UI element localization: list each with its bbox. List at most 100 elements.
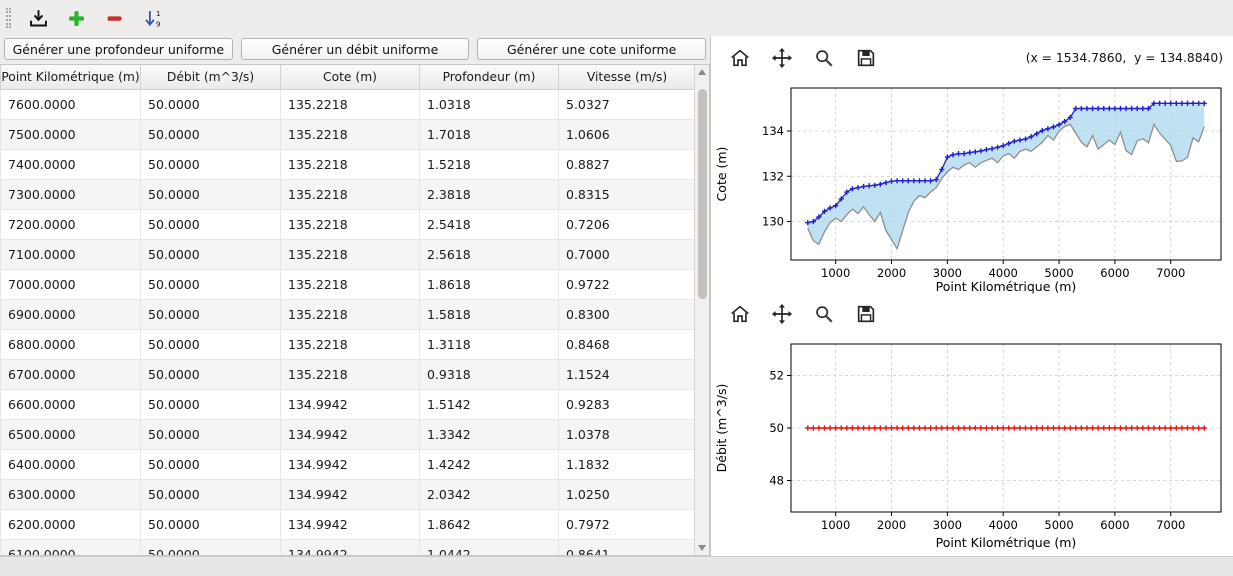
table-cell[interactable]: 0.7000 xyxy=(558,239,695,270)
table-cell[interactable]: 1.0442 xyxy=(419,539,559,555)
table-cell[interactable]: 6800.0000 xyxy=(0,329,141,360)
table-cell[interactable]: 6600.0000 xyxy=(0,389,141,420)
table-cell[interactable]: 0.9283 xyxy=(558,389,695,420)
table-cell[interactable]: 6700.0000 xyxy=(0,359,141,390)
table-row[interactable]: 7200.0000 50.0000 135.2218 2.5418 0.7206 xyxy=(0,209,695,240)
table-cell[interactable]: 135.2218 xyxy=(280,119,420,150)
table-cell[interactable]: 50.0000 xyxy=(140,209,281,240)
table-cell[interactable]: 2.3818 xyxy=(419,179,559,210)
table-cell[interactable]: 1.1832 xyxy=(558,449,695,480)
table-cell[interactable]: 134.9942 xyxy=(280,419,420,450)
column-header[interactable]: Cote (m) xyxy=(280,65,420,90)
table-cell[interactable]: 1.5818 xyxy=(419,299,559,330)
table-cell[interactable]: 7400.0000 xyxy=(0,149,141,180)
table-cell[interactable]: 1.7018 xyxy=(419,119,559,150)
save-figure-button-2[interactable] xyxy=(853,301,879,327)
table-cell[interactable]: 50.0000 xyxy=(140,479,281,510)
table-row[interactable]: 6700.0000 50.0000 135.2218 0.9318 1.1524 xyxy=(0,359,695,390)
table-cell[interactable]: 50.0000 xyxy=(140,149,281,180)
scroll-down-arrow[interactable] xyxy=(698,545,706,551)
table-cell[interactable]: 50.0000 xyxy=(140,329,281,360)
table-cell[interactable]: 2.5618 xyxy=(419,239,559,270)
table-cell[interactable]: 1.8642 xyxy=(419,509,559,540)
zoom-button[interactable] xyxy=(811,45,837,71)
table-cell[interactable]: 6400.0000 xyxy=(0,449,141,480)
column-header[interactable]: Débit (m^3/s) xyxy=(140,65,281,90)
table-cell[interactable]: 134.9942 xyxy=(280,479,420,510)
table-cell[interactable]: 134.9942 xyxy=(280,539,420,555)
debit-chart[interactable]: 1000 2000 3000 4000 5000 6000 7000 48 50 52 Point … xyxy=(711,332,1231,552)
home-button[interactable] xyxy=(727,45,753,71)
table-cell[interactable]: 135.2218 xyxy=(280,149,420,180)
table-cell[interactable]: 50.0000 xyxy=(140,89,281,120)
table-cell[interactable]: 0.8468 xyxy=(558,329,695,360)
table-cell[interactable]: 7200.0000 xyxy=(0,209,141,240)
table-cell[interactable]: 50.0000 xyxy=(140,299,281,330)
table-cell[interactable]: 50.0000 xyxy=(140,119,281,150)
table-cell[interactable]: 6900.0000 xyxy=(0,299,141,330)
toolbar-drag-handle[interactable] xyxy=(6,8,11,28)
table-cell[interactable]: 1.4242 xyxy=(419,449,559,480)
table-row[interactable]: 7300.0000 50.0000 135.2218 2.3818 0.8315 xyxy=(0,179,695,210)
column-header[interactable]: Vitesse (m/s) xyxy=(558,65,695,90)
table-row[interactable]: 7600.0000 50.0000 135.2218 1.0318 5.0327 xyxy=(0,89,695,120)
table-row[interactable]: 7000.0000 50.0000 135.2218 1.8618 0.9722 xyxy=(0,269,695,300)
table-cell[interactable]: 135.2218 xyxy=(280,179,420,210)
table-row[interactable]: 6300.0000 50.0000 134.9942 2.0342 1.0250 xyxy=(0,479,695,510)
table-cell[interactable]: 0.9318 xyxy=(419,359,559,390)
table-row[interactable]: 6800.0000 50.0000 135.2218 1.3118 0.8468 xyxy=(0,329,695,360)
table-cell[interactable]: 135.2218 xyxy=(280,329,420,360)
table-cell[interactable]: 50.0000 xyxy=(140,179,281,210)
table-cell[interactable]: 0.8827 xyxy=(558,149,695,180)
zoom-button-2[interactable] xyxy=(811,301,837,327)
pan-button[interactable] xyxy=(769,45,795,71)
table-row[interactable]: 7500.0000 50.0000 135.2218 1.7018 1.0606 xyxy=(0,119,695,150)
table-cell[interactable]: 7300.0000 xyxy=(0,179,141,210)
table-cell[interactable]: 7000.0000 xyxy=(0,269,141,300)
table-row[interactable]: 6600.0000 50.0000 134.9942 1.5142 0.9283 xyxy=(0,389,695,420)
table-row[interactable]: 6400.0000 50.0000 134.9942 1.4242 1.1832 xyxy=(0,449,695,480)
table-cell[interactable]: 135.2218 xyxy=(280,269,420,300)
table-cell[interactable]: 50.0000 xyxy=(140,269,281,300)
table-cell[interactable]: 1.0378 xyxy=(558,419,695,450)
table-cell[interactable]: 2.5418 xyxy=(419,209,559,240)
column-header[interactable]: Point Kilométrique (m) xyxy=(0,65,141,90)
table-row[interactable]: 6500.0000 50.0000 134.9942 1.3342 1.0378 xyxy=(0,419,695,450)
table-cell[interactable]: 1.1524 xyxy=(558,359,695,390)
table-cell[interactable]: 50.0000 xyxy=(140,359,281,390)
table-cell[interactable]: 50.0000 xyxy=(140,449,281,480)
table-cell[interactable]: 50.0000 xyxy=(140,419,281,450)
table-cell[interactable]: 6100.0000 xyxy=(0,539,141,555)
save-figure-button[interactable] xyxy=(853,45,879,71)
table-cell[interactable]: 1.8618 xyxy=(419,269,559,300)
table-row[interactable]: 6900.0000 50.0000 135.2218 1.5818 0.8300 xyxy=(0,299,695,330)
table-cell[interactable]: 1.0250 xyxy=(558,479,695,510)
table-cell[interactable]: 135.2218 xyxy=(280,209,420,240)
table-cell[interactable]: 7100.0000 xyxy=(0,239,141,270)
export-button[interactable] xyxy=(25,5,51,31)
table-row[interactable]: 7100.0000 50.0000 135.2218 2.5618 0.7000 xyxy=(0,239,695,270)
table-cell[interactable]: 135.2218 xyxy=(280,89,420,120)
table-cell[interactable]: 50.0000 xyxy=(140,239,281,270)
table-cell[interactable]: 0.7972 xyxy=(558,509,695,540)
table-cell[interactable]: 1.5142 xyxy=(419,389,559,420)
table-cell[interactable]: 135.2218 xyxy=(280,239,420,270)
generate-uniform-depth-button[interactable]: Générer une profondeur uniforme xyxy=(4,38,233,60)
table-cell[interactable]: 0.8300 xyxy=(558,299,695,330)
table-cell[interactable]: 134.9942 xyxy=(280,509,420,540)
table-cell[interactable]: 1.5218 xyxy=(419,149,559,180)
scroll-up-arrow[interactable] xyxy=(698,69,706,75)
table-cell[interactable]: 0.8641 xyxy=(558,539,695,555)
table-cell[interactable]: 1.3118 xyxy=(419,329,559,360)
table-row[interactable]: 6200.0000 50.0000 134.9942 1.8642 0.7972 xyxy=(0,509,695,540)
table-cell[interactable]: 1.3342 xyxy=(419,419,559,450)
table-cell[interactable]: 6300.0000 xyxy=(0,479,141,510)
table-cell[interactable]: 7500.0000 xyxy=(0,119,141,150)
table-cell[interactable]: 6200.0000 xyxy=(0,509,141,540)
table-cell[interactable]: 1.0606 xyxy=(558,119,695,150)
home-button-2[interactable] xyxy=(727,301,753,327)
table-cell[interactable]: 0.9722 xyxy=(558,269,695,300)
table-cell[interactable]: 6500.0000 xyxy=(0,419,141,450)
table-cell[interactable]: 7600.0000 xyxy=(0,89,141,120)
sort-button[interactable]: 1 9 xyxy=(139,5,165,31)
